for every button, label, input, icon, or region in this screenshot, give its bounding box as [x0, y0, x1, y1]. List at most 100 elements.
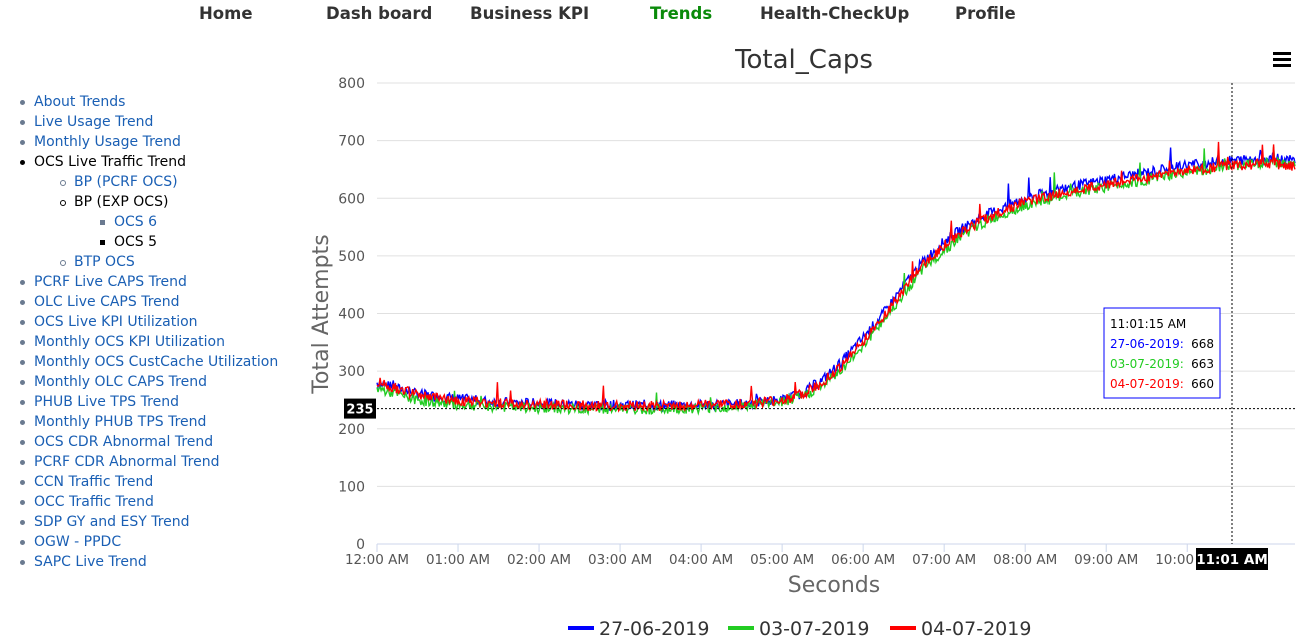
- sidebar-item-label[interactable]: Monthly OLC CAPS Trend: [34, 374, 207, 390]
- y-tick-label: 500: [338, 249, 365, 265]
- x-tick-label: 09:00 AM: [1074, 552, 1138, 568]
- tooltip-series-value: 663: [1191, 357, 1214, 371]
- legend-item: 03-07-2019: [759, 618, 869, 640]
- sidebar-item-label[interactable]: Monthly PHUB TPS Trend: [34, 414, 207, 430]
- sidebar-item-label[interactable]: Monthly Usage Trend: [34, 134, 181, 150]
- bullet-icon: [20, 460, 25, 465]
- sidebar-item-label[interactable]: SAPC Live Trend: [34, 554, 147, 570]
- x-tick-label: 01:00 AM: [426, 552, 490, 568]
- chart-menu-button[interactable]: [1273, 50, 1291, 68]
- bullet-icon: [100, 220, 105, 225]
- x-axis-ticks: 12:00 AM 01:00 AM 02:00 AM 03:00 AM 04:00 AM…: [345, 544, 1219, 568]
- tooltip-series-name: 03-07-2019:: [1110, 357, 1184, 371]
- bullet-icon: [20, 560, 25, 565]
- sidebar-item-label[interactable]: OGW - PPDC: [34, 534, 122, 550]
- crosshair-x-label: 11:01 AM: [1196, 552, 1268, 568]
- sidebar-item[interactable]: OCC Traffic Trend: [0, 492, 300, 512]
- sidebar-list: About Trends Live Usage Trend Monthly Usag…: [0, 92, 300, 572]
- nav-trends[interactable]: Trends: [650, 4, 713, 23]
- nav-health-checkup[interactable]: Health-CheckUp: [760, 4, 910, 23]
- sidebar-item[interactable]: OGW - PPDC: [0, 532, 300, 552]
- nav-dashboard[interactable]: Dash board: [326, 4, 433, 23]
- sidebar-item[interactable]: Monthly PHUB TPS Trend: [0, 412, 300, 432]
- sidebar-item-label[interactable]: Monthly OCS CustCache Utilization: [34, 354, 279, 370]
- sidebar-item-label[interactable]: About Trends: [34, 94, 126, 110]
- bullet-icon: [20, 500, 25, 505]
- sidebar-item[interactable]: OCS 6: [0, 212, 300, 232]
- sidebar-item[interactable]: SDP GY and ESY Trend: [0, 512, 300, 532]
- sidebar-item-label[interactable]: PHUB Live TPS Trend: [34, 394, 179, 410]
- bullet-icon: [60, 180, 66, 186]
- x-tick-label: 07:00 AM: [912, 552, 976, 568]
- sidebar-menu: About Trends Live Usage Trend Monthly Usag…: [0, 92, 300, 572]
- sidebar-item[interactable]: About Trends: [0, 92, 300, 112]
- bullet-icon: [20, 360, 25, 365]
- crosshair-y-label: 235: [346, 403, 373, 418]
- y-axis-label: Total Attempts: [309, 234, 334, 394]
- bullet-icon: [20, 400, 25, 405]
- bullet-icon: [20, 380, 25, 385]
- bullet-icon: [20, 140, 25, 145]
- sidebar-item[interactable]: PHUB Live TPS Trend: [0, 392, 300, 412]
- sidebar-item[interactable]: Monthly OLC CAPS Trend: [0, 372, 300, 392]
- sidebar-item-label[interactable]: PCRF CDR Abnormal Trend: [34, 454, 220, 470]
- sidebar-item[interactable]: BP (PCRF OCS): [0, 172, 300, 192]
- y-tick-label: 700: [338, 134, 365, 150]
- bullet-icon: [60, 200, 66, 206]
- crosshair-y-label-bg: [344, 398, 376, 419]
- tooltip-series-value: 668: [1191, 337, 1214, 351]
- sidebar-item[interactable]: Live Usage Trend: [0, 112, 300, 132]
- sidebar-item-label[interactable]: CCN Traffic Trend: [34, 474, 154, 490]
- sidebar-item[interactable]: OLC Live CAPS Trend: [0, 292, 300, 312]
- sidebar-item-label[interactable]: SDP GY and ESY Trend: [34, 514, 190, 530]
- y-tick-label: 300: [338, 364, 365, 380]
- bullet-icon: [20, 160, 25, 165]
- legend-item: 27-06-2019: [599, 618, 709, 640]
- bullet-icon: [20, 480, 25, 485]
- hamburger-bar: [1273, 64, 1291, 67]
- sidebar-item[interactable]: Monthly Usage Trend: [0, 132, 300, 152]
- y-tick-label: 100: [338, 479, 365, 495]
- x-tick-label: 03:00 AM: [588, 552, 652, 568]
- sidebar-item-label[interactable]: PCRF Live CAPS Trend: [34, 274, 187, 290]
- sidebar-item[interactable]: OCS Live KPI Utilization: [0, 312, 300, 332]
- sidebar-item[interactable]: CCN Traffic Trend: [0, 472, 300, 492]
- sidebar-item[interactable]: Monthly OCS CustCache Utilization: [0, 352, 300, 372]
- nav-profile[interactable]: Profile: [955, 4, 1016, 23]
- chart-container: 0 100 200 300 400 500 600 700 800 12:00 AM 01:00 …: [300, 40, 1315, 640]
- sidebar-item[interactable]: BTP OCS: [0, 252, 300, 272]
- sidebar-item-label[interactable]: BP (PCRF OCS): [74, 174, 178, 190]
- y-tick-label: 0: [356, 537, 365, 553]
- sidebar-item: OCS Live Traffic Trend: [0, 152, 300, 172]
- sidebar-item: BP (EXP OCS): [0, 192, 300, 212]
- series-line-04-07-2019: [376, 141, 1296, 413]
- top-navigation: Home Dash board Business KPI Trends Heal…: [0, 0, 1315, 28]
- sidebar-item[interactable]: PCRF Live CAPS Trend: [0, 272, 300, 292]
- sidebar-item[interactable]: Monthly OCS KPI Utilization: [0, 332, 300, 352]
- chart-title: Total_Caps: [734, 45, 873, 75]
- tooltip-time: 11:01:15 AM: [1110, 317, 1186, 331]
- x-tick-label: 04:00 AM: [669, 552, 733, 568]
- crosshair-x-label-bg: [1196, 548, 1268, 570]
- bullet-icon: [20, 100, 25, 105]
- sidebar-item[interactable]: OCS CDR Abnormal Trend: [0, 432, 300, 452]
- chart-legend: 27-06-2019 03-07-2019 04-07-2019: [568, 618, 1031, 640]
- nav-home[interactable]: Home: [199, 4, 253, 23]
- sidebar-item-label[interactable]: OCS Live KPI Utilization: [34, 314, 198, 330]
- sidebar-item[interactable]: SAPC Live Trend: [0, 552, 300, 572]
- sidebar-item-label[interactable]: OCS CDR Abnormal Trend: [34, 434, 214, 450]
- sidebar-item[interactable]: PCRF CDR Abnormal Trend: [0, 452, 300, 472]
- sidebar-item-label[interactable]: OCC Traffic Trend: [34, 494, 154, 510]
- sidebar-item-label[interactable]: BTP OCS: [74, 254, 135, 270]
- bullet-icon: [20, 320, 25, 325]
- nav-business-kpi[interactable]: Business KPI: [470, 4, 590, 23]
- hamburger-bar: [1273, 58, 1291, 61]
- x-tick-label: 08:00 AM: [993, 552, 1057, 568]
- sidebar-item-label[interactable]: Monthly OCS KPI Utilization: [34, 334, 225, 350]
- bullet-icon: [20, 300, 25, 305]
- y-tick-label: 400: [338, 307, 365, 323]
- sidebar-item-label[interactable]: OLC Live CAPS Trend: [34, 294, 180, 310]
- sidebar-item-label[interactable]: Live Usage Trend: [34, 114, 154, 130]
- sidebar-item-label[interactable]: OCS 6: [114, 214, 158, 230]
- x-tick-label: 02:00 AM: [507, 552, 571, 568]
